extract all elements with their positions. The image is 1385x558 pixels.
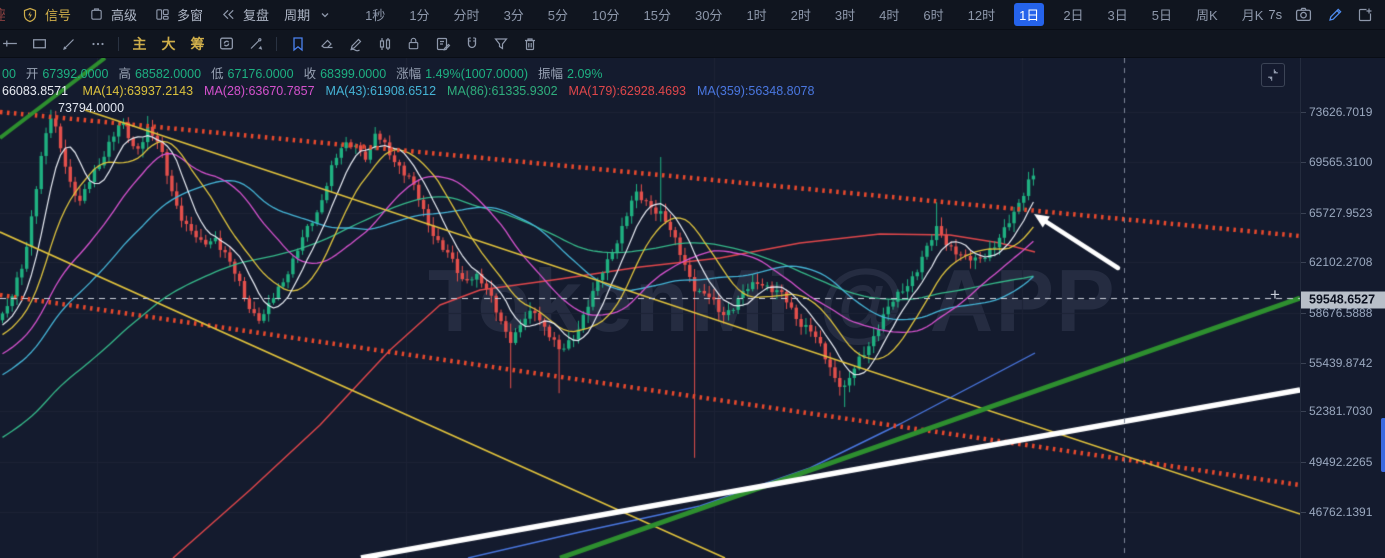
- axis-scrollbar[interactable]: [1381, 418, 1385, 472]
- chevron-down-icon: [315, 5, 335, 25]
- timeframe-3时[interactable]: 3时: [834, 8, 856, 23]
- top-toolbar: 座 信号 高级: [0, 0, 1385, 30]
- timeframe-1秒[interactable]: 1秒: [365, 8, 386, 23]
- timeframe-12时[interactable]: 12时: [967, 8, 996, 23]
- axis-tick-mark: [1301, 512, 1306, 513]
- clipped-menu-item[interactable]: 座: [0, 5, 5, 25]
- chip-distribution-button[interactable]: 筹: [190, 35, 205, 52]
- lock-tool[interactable]: [399, 30, 428, 58]
- timeframe-1时[interactable]: 1时: [746, 8, 767, 23]
- switch-layout-tool[interactable]: [212, 30, 241, 58]
- more-tools-button[interactable]: [83, 30, 112, 58]
- axis-tick-label: 62102.2708: [1309, 255, 1373, 269]
- axis-tick-label: 65727.9523: [1309, 206, 1373, 220]
- highlighted-price-label: 59548.6527: [1301, 291, 1385, 309]
- axis-tick-label: 52381.7030: [1309, 404, 1373, 418]
- timeframe-1分[interactable]: 1分: [409, 8, 430, 23]
- timeframe-月K[interactable]: 月K: [1241, 8, 1264, 23]
- collapse-pane-icon[interactable]: [1261, 63, 1285, 87]
- bar-countdown: 7s: [1268, 7, 1283, 22]
- timeframe-周K[interactable]: 周K: [1196, 8, 1218, 23]
- screenshot-camera-icon[interactable]: [1295, 5, 1313, 25]
- chart-pane[interactable]: TokenMi @ APP 00开67392.0000高68582.0000低6…: [0, 58, 1385, 558]
- timeframe-6时[interactable]: 6时: [923, 8, 944, 23]
- magnet-tool[interactable]: [457, 30, 486, 58]
- axis-tick-label: 58676.5888: [1309, 306, 1373, 320]
- timeframe-5日[interactable]: 5日: [1151, 8, 1173, 23]
- timeframe-分时[interactable]: 分时: [453, 8, 480, 23]
- period-dropdown[interactable]: 周期: [284, 5, 335, 25]
- axis-tick-label: 69565.3100: [1309, 155, 1373, 169]
- rewind-icon: [218, 5, 238, 25]
- toolbar-divider: [276, 36, 277, 51]
- filter-tool[interactable]: [486, 30, 515, 58]
- candlestick-chart-canvas[interactable]: [0, 58, 1300, 558]
- delete-drawings-tool[interactable]: [515, 30, 544, 58]
- axis-tick-label: 46762.1391: [1309, 505, 1373, 519]
- axis-tick-mark: [1301, 262, 1306, 263]
- candle-pattern-tool[interactable]: [370, 30, 399, 58]
- add-panel-icon[interactable]: [1357, 5, 1375, 25]
- multi-window-button[interactable]: 多窗: [152, 5, 203, 25]
- freehand-draw-tool[interactable]: [341, 30, 370, 58]
- trendline-tool[interactable]: [54, 30, 83, 58]
- bookmark-tool-active[interactable]: [283, 30, 312, 58]
- axis-tick-mark: [1301, 112, 1306, 113]
- signal-label: 信号: [45, 8, 72, 23]
- toolbar-left-group: 座 信号 高级: [0, 3, 1268, 26]
- timeframe-5分[interactable]: 5分: [547, 8, 569, 23]
- timeframe-2日[interactable]: 2日: [1063, 8, 1084, 23]
- signal-button[interactable]: 信号: [20, 5, 71, 25]
- advanced-button[interactable]: 高级: [86, 5, 137, 25]
- timeframe-2时[interactable]: 2时: [790, 8, 811, 23]
- replay-label: 复盘: [243, 8, 270, 23]
- axis-tick-label: 55439.8742: [1309, 356, 1373, 370]
- timeframe-15分[interactable]: 15分: [643, 8, 671, 23]
- rectangle-tool[interactable]: [25, 30, 54, 58]
- advanced-label: 高级: [111, 8, 138, 23]
- price-axis[interactable]: 73626.7019 69565.3100 65727.9523 62102.2708…: [1300, 58, 1385, 558]
- line-segment-tool[interactable]: [241, 30, 270, 58]
- big-view-button[interactable]: 大: [161, 35, 176, 52]
- timeframe-3日[interactable]: 3日: [1107, 8, 1128, 23]
- signal-shield-bolt-icon: [20, 5, 40, 25]
- cursor-measure-tool[interactable]: [0, 30, 25, 58]
- axis-tick-mark: [1301, 162, 1306, 163]
- eraser-tool[interactable]: [312, 30, 341, 58]
- multi-window-label: 多窗: [177, 8, 204, 23]
- timeframe-4时[interactable]: 4时: [879, 8, 900, 23]
- main-chart-button[interactable]: 主: [132, 35, 147, 52]
- axis-tick-mark: [1301, 213, 1306, 214]
- drawing-list-tool[interactable]: [428, 30, 457, 58]
- axis-tick-label: 73626.7019: [1309, 105, 1373, 119]
- axis-tick-label: 49492.2265: [1309, 455, 1373, 469]
- timeframe-30分[interactable]: 30分: [694, 8, 723, 23]
- timeframe-3分[interactable]: 3分: [503, 8, 524, 23]
- period-label: 周期: [284, 8, 311, 23]
- timeframe-10分[interactable]: 10分: [592, 8, 620, 23]
- drawing-toolbar: 主 大 筹: [0, 30, 1385, 58]
- timeframe-list: 1秒 1分 分时 3分 5分 10分 15分 30分 1时 2时 3时 4时 6时 12时 1日 2日 3日 5日…: [360, 3, 1268, 26]
- draw-pencil-icon[interactable]: [1326, 5, 1344, 25]
- axis-tick-mark: [1301, 462, 1306, 463]
- axis-tick-mark: [1301, 313, 1306, 314]
- replay-button[interactable]: 复盘: [218, 5, 269, 25]
- toolbar-right-group: 7s: [1268, 0, 1385, 34]
- multi-window-icon: [152, 5, 172, 25]
- toolbar-divider: [118, 36, 119, 51]
- axis-tick-mark: [1301, 411, 1306, 412]
- axis-tick-mark: [1301, 363, 1306, 364]
- timeframe-1日[interactable]: 1日: [1014, 3, 1045, 26]
- advanced-box-icon: [86, 5, 106, 25]
